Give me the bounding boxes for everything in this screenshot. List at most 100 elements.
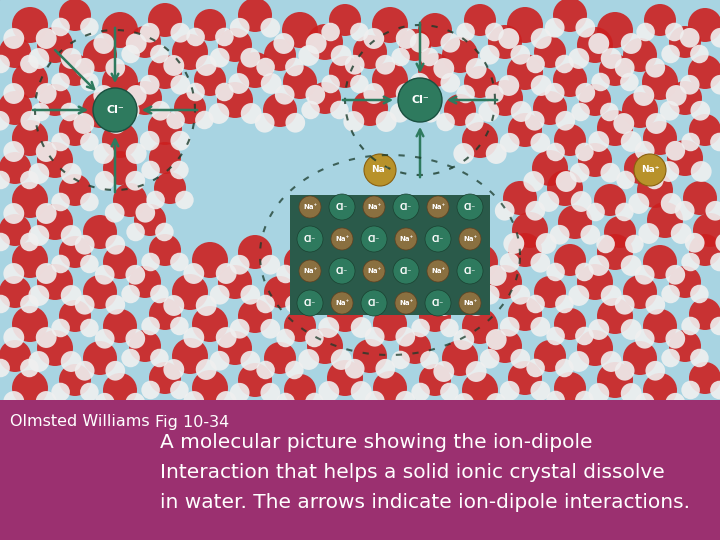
Circle shape xyxy=(706,201,720,221)
Circle shape xyxy=(80,383,99,401)
Circle shape xyxy=(148,111,182,145)
Circle shape xyxy=(621,383,642,404)
Circle shape xyxy=(553,0,587,32)
Circle shape xyxy=(194,64,226,96)
Circle shape xyxy=(600,285,621,306)
Circle shape xyxy=(398,78,442,122)
Circle shape xyxy=(462,244,498,280)
Circle shape xyxy=(411,383,430,401)
Circle shape xyxy=(503,233,524,254)
Circle shape xyxy=(418,13,452,47)
Circle shape xyxy=(4,327,24,348)
Circle shape xyxy=(575,263,594,281)
Circle shape xyxy=(375,55,395,75)
Circle shape xyxy=(546,391,565,409)
Circle shape xyxy=(419,236,451,268)
Circle shape xyxy=(4,263,24,284)
Circle shape xyxy=(507,54,543,90)
Circle shape xyxy=(488,329,522,363)
Circle shape xyxy=(125,265,145,285)
Circle shape xyxy=(113,183,147,217)
Circle shape xyxy=(184,327,204,348)
Circle shape xyxy=(37,142,73,178)
Circle shape xyxy=(59,364,91,396)
Circle shape xyxy=(690,45,708,63)
Circle shape xyxy=(276,393,295,411)
Circle shape xyxy=(550,225,570,245)
Text: Na⁺: Na⁺ xyxy=(371,165,390,174)
Circle shape xyxy=(60,103,78,122)
Circle shape xyxy=(615,295,634,315)
Circle shape xyxy=(600,48,621,69)
Circle shape xyxy=(681,253,700,271)
Circle shape xyxy=(210,285,230,305)
Circle shape xyxy=(427,260,449,282)
Circle shape xyxy=(376,111,397,132)
Circle shape xyxy=(444,94,476,126)
Circle shape xyxy=(392,285,410,303)
Circle shape xyxy=(215,83,234,102)
Circle shape xyxy=(285,295,304,313)
Circle shape xyxy=(568,285,589,306)
Circle shape xyxy=(351,253,372,274)
Circle shape xyxy=(283,65,317,99)
Circle shape xyxy=(399,332,431,364)
Circle shape xyxy=(170,317,189,335)
Circle shape xyxy=(486,393,507,414)
Circle shape xyxy=(196,55,217,76)
Circle shape xyxy=(318,381,339,402)
Circle shape xyxy=(186,83,205,102)
Circle shape xyxy=(80,193,99,211)
Circle shape xyxy=(210,48,230,68)
Circle shape xyxy=(321,23,340,41)
Circle shape xyxy=(106,113,127,134)
Circle shape xyxy=(665,329,685,349)
Circle shape xyxy=(240,351,260,370)
Circle shape xyxy=(680,28,700,48)
Circle shape xyxy=(465,113,484,131)
Circle shape xyxy=(556,171,577,192)
Circle shape xyxy=(591,73,610,91)
Circle shape xyxy=(28,48,49,69)
Circle shape xyxy=(237,52,273,88)
Circle shape xyxy=(261,18,280,38)
Circle shape xyxy=(575,327,594,345)
Circle shape xyxy=(526,201,545,221)
Circle shape xyxy=(643,309,677,343)
Circle shape xyxy=(121,45,140,63)
Circle shape xyxy=(330,349,351,370)
Circle shape xyxy=(572,103,590,122)
Circle shape xyxy=(352,90,388,126)
Circle shape xyxy=(12,306,48,342)
Circle shape xyxy=(508,361,542,395)
Text: Na⁺: Na⁺ xyxy=(431,204,445,210)
Circle shape xyxy=(83,38,117,72)
Circle shape xyxy=(102,122,138,158)
Text: Na⁺: Na⁺ xyxy=(399,236,413,242)
Circle shape xyxy=(256,58,275,76)
Circle shape xyxy=(420,103,440,123)
Circle shape xyxy=(154,172,186,204)
Circle shape xyxy=(500,133,520,153)
Circle shape xyxy=(395,292,417,314)
Circle shape xyxy=(623,341,657,375)
Circle shape xyxy=(327,232,363,268)
Circle shape xyxy=(597,362,633,398)
Circle shape xyxy=(392,48,410,66)
Circle shape xyxy=(103,373,137,407)
Circle shape xyxy=(80,319,99,338)
Circle shape xyxy=(372,7,408,43)
Text: Cl⁻: Cl⁻ xyxy=(304,234,316,244)
Circle shape xyxy=(433,295,454,316)
Circle shape xyxy=(102,64,138,100)
Circle shape xyxy=(480,285,500,305)
Text: Cl⁻: Cl⁻ xyxy=(368,234,380,244)
Circle shape xyxy=(28,351,49,372)
Circle shape xyxy=(129,26,161,58)
Circle shape xyxy=(0,171,10,190)
Circle shape xyxy=(146,191,165,210)
Circle shape xyxy=(361,290,387,316)
Circle shape xyxy=(570,163,590,183)
Circle shape xyxy=(126,85,147,106)
Circle shape xyxy=(642,64,678,100)
